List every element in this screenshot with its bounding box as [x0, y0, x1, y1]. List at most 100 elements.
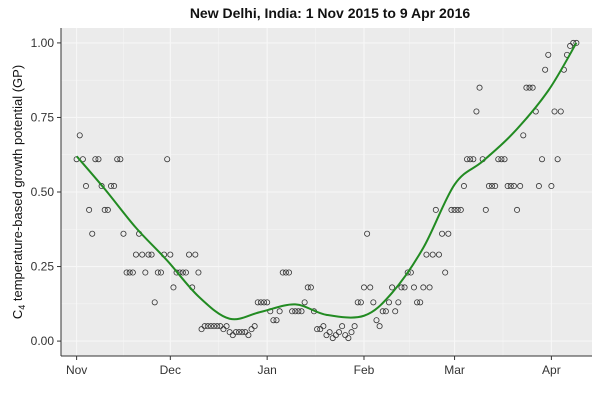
data-point [539, 156, 546, 163]
y-axis-label-subscript: 4 [17, 305, 27, 310]
data-point [535, 183, 542, 190]
data-point [332, 332, 339, 339]
data-point [557, 108, 564, 115]
data-point [204, 323, 211, 330]
data-point [492, 183, 499, 190]
data-point [417, 299, 424, 306]
data-point [370, 299, 377, 306]
data-point [376, 323, 383, 330]
data-point [548, 183, 555, 190]
data-point [301, 299, 308, 306]
data-point [373, 317, 380, 324]
data-point [542, 66, 549, 73]
data-point [273, 317, 280, 324]
data-point [98, 183, 105, 190]
data-point [148, 251, 155, 258]
data-point [192, 251, 199, 258]
data-point [526, 84, 533, 91]
data-point [167, 251, 174, 258]
y-axis-label-rest: temperature-based growth potential (GP) [10, 65, 25, 305]
data-point [454, 206, 461, 213]
x-tick-label: Apr [542, 363, 561, 377]
data-point [239, 329, 246, 336]
data-point [304, 284, 311, 291]
data-point [348, 329, 355, 336]
data-point [217, 323, 224, 330]
data-point [364, 230, 371, 237]
data-point [426, 284, 433, 291]
data-point [345, 335, 352, 342]
data-point [404, 269, 411, 276]
data-point [207, 323, 214, 330]
data-point [467, 156, 474, 163]
data-point [382, 308, 389, 315]
data-point [164, 156, 171, 163]
data-point [476, 84, 483, 91]
data-point [220, 326, 227, 333]
y-tick-label: 0.25 [31, 260, 55, 274]
data-point [398, 284, 405, 291]
data-point [142, 269, 149, 276]
data-point [342, 332, 349, 339]
data-point [326, 329, 333, 336]
data-point [514, 206, 521, 213]
data-point [145, 251, 152, 258]
data-point [354, 299, 361, 306]
data-point [507, 183, 514, 190]
data-point [132, 251, 139, 258]
data-point [279, 269, 286, 276]
y-tick-label: 0.75 [31, 110, 55, 124]
chart-title: New Delhi, India: 1 Nov 2015 to 9 Apr 20… [190, 5, 471, 21]
data-point [429, 251, 436, 258]
data-point [92, 156, 99, 163]
data-point [86, 206, 93, 213]
data-point [317, 326, 324, 333]
data-point [254, 299, 261, 306]
y-tick-label: 1.00 [31, 36, 55, 50]
data-point [351, 323, 358, 330]
data-point [392, 308, 399, 315]
data-point [245, 332, 252, 339]
data-point [357, 299, 364, 306]
data-point [401, 284, 408, 291]
data-point [435, 251, 442, 258]
data-point [201, 323, 208, 330]
data-point [82, 183, 89, 190]
data-point [504, 183, 511, 190]
data-point [451, 206, 458, 213]
data-point [214, 323, 221, 330]
data-point [360, 284, 367, 291]
data-point [470, 156, 477, 163]
data-point [320, 323, 327, 330]
data-point [432, 206, 439, 213]
data-point [523, 84, 530, 91]
smooth-trend-line [75, 42, 578, 321]
data-point [473, 108, 480, 115]
data-point [551, 108, 558, 115]
data-point [179, 269, 186, 276]
data-point [195, 269, 202, 276]
x-tick-label: Jan [257, 363, 276, 377]
data-point [139, 251, 146, 258]
data-point [117, 156, 124, 163]
data-point [170, 284, 177, 291]
data-point [211, 323, 218, 330]
data-point [248, 326, 255, 333]
data-point [457, 206, 464, 213]
data-point [445, 230, 452, 237]
data-point [151, 299, 158, 306]
data-point [529, 84, 536, 91]
data-point [276, 308, 283, 315]
data-point [295, 308, 302, 315]
data-point [232, 329, 239, 336]
data-point [182, 269, 189, 276]
data-point [329, 335, 336, 342]
data-point [126, 269, 133, 276]
data-point [123, 269, 130, 276]
data-point [389, 284, 396, 291]
data-point [104, 206, 111, 213]
data-point [173, 269, 180, 276]
data-point [423, 251, 430, 258]
